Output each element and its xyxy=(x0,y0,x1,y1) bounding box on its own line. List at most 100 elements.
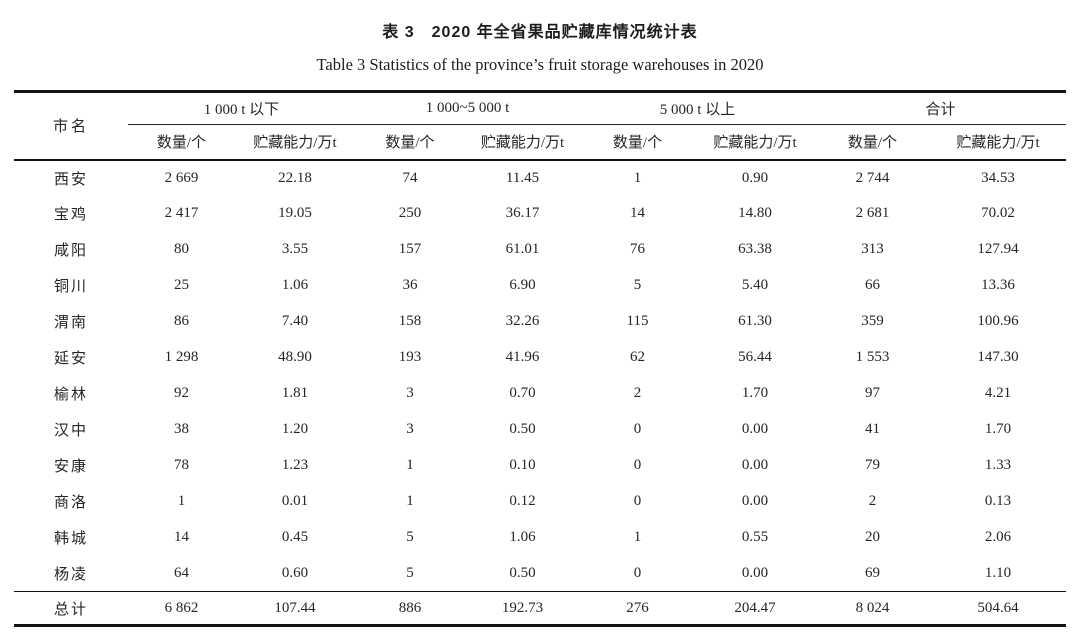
cell-value: 5 xyxy=(406,564,414,581)
sub-header-quantity: 数量/个 xyxy=(580,124,695,161)
cell-value: 5.40 xyxy=(741,277,769,293)
cell-value: 13.36 xyxy=(981,277,1015,293)
cell-city: 总计 xyxy=(13,591,128,626)
cell-value: 1.81 xyxy=(281,385,309,401)
cell-value: 0.60 xyxy=(281,564,309,581)
cell-city: 商洛 xyxy=(53,495,88,511)
cell-value: 1 xyxy=(406,457,414,473)
cell-value: 6.90 xyxy=(509,277,536,293)
column-header-city: 市名 xyxy=(13,91,128,161)
cell-city: 韩城 xyxy=(53,531,88,547)
cell-city: 汉中 xyxy=(53,423,88,439)
cell-value: 61.01 xyxy=(505,241,540,257)
cell-value: 80 xyxy=(173,241,189,257)
cell-value: 0.00 xyxy=(741,564,769,581)
sub-header-capacity: 贮藏能力/万t xyxy=(464,124,580,161)
cell-value: 1.70 xyxy=(741,385,769,401)
cell-value: 70.02 xyxy=(981,205,1015,221)
table-row: 汉中 38 1.20 3 0.50 0 0.00 41 1.70 xyxy=(14,412,1066,448)
cell-value: 6 862 xyxy=(127,591,235,626)
table-footer: 总计 6 862 107.44 886 192.73 276 204.47 8 024 504.… xyxy=(13,591,1067,626)
cell-value: 0 xyxy=(633,421,642,437)
cell-value: 0.00 xyxy=(741,493,769,509)
cell-value: 1.06 xyxy=(281,277,309,293)
cell-value: 1 xyxy=(406,493,414,509)
table-row: 宝鸡 2 417 19.05 250 36.17 14 14.80 2 681 70.02 xyxy=(14,196,1066,232)
cell-value: 2 681 xyxy=(855,205,890,221)
cell-value: 1 xyxy=(177,493,186,509)
table-row: 安康 78 1.23 1 0.10 0 0.00 79 1.33 xyxy=(14,448,1066,484)
table-row: 韩城 14 0.45 5 1.06 1 0.55 20 2.06 xyxy=(14,520,1066,556)
cell-value: 7.40 xyxy=(281,313,309,329)
cell-value: 0 xyxy=(633,457,642,473)
cell-value: 158 xyxy=(398,313,422,329)
cell-city: 安康 xyxy=(53,459,88,475)
table-body: 西安 2 669 22.18 74 11.45 1 0.90 2 744 34.53 宝鸡 2 41… xyxy=(14,160,1066,592)
cell-value: 1.70 xyxy=(984,421,1012,437)
table-row: 商洛 1 0.01 1 0.12 0 0.00 2 0.13 xyxy=(14,484,1066,520)
cell-value: 204.47 xyxy=(695,591,816,626)
cell-value: 157 xyxy=(398,241,422,257)
cell-value: 1.06 xyxy=(509,529,536,545)
cell-value: 0.01 xyxy=(281,493,309,509)
cell-value: 2 xyxy=(633,385,642,401)
cell-city: 宝鸡 xyxy=(53,207,88,223)
cell-value: 504.64 xyxy=(930,591,1067,626)
cell-city: 西安 xyxy=(53,171,88,188)
cell-value: 25 xyxy=(173,277,189,293)
cell-city: 铜川 xyxy=(53,279,88,295)
cell-value: 0.13 xyxy=(984,493,1012,509)
cell-value: 3.55 xyxy=(281,241,309,257)
cell-value: 4.21 xyxy=(984,385,1012,401)
cell-value: 0.00 xyxy=(741,421,769,437)
cell-value: 2.06 xyxy=(984,529,1012,545)
cell-value: 86 xyxy=(173,313,189,329)
cell-value: 3 xyxy=(406,385,414,401)
cell-city: 渭南 xyxy=(53,315,88,331)
cell-value: 66 xyxy=(865,277,881,293)
table-row: 西安 2 669 22.18 74 11.45 1 0.90 2 744 34.53 xyxy=(14,160,1066,196)
cell-value: 36.17 xyxy=(505,205,540,221)
cell-value: 64 xyxy=(173,564,189,581)
cell-value: 69 xyxy=(865,564,881,581)
cell-value: 115 xyxy=(626,313,649,329)
cell-city: 榆林 xyxy=(53,387,88,403)
cell-value: 0 xyxy=(633,564,642,581)
cell-value: 20 xyxy=(865,529,881,545)
cell-value: 313 xyxy=(861,241,884,257)
cell-value: 886 xyxy=(354,591,465,626)
table-header: 市名 1 000 t 以下 1 000~5 000 t 5 000 t 以上 合… xyxy=(13,91,1067,161)
cell-value: 1.23 xyxy=(281,457,309,473)
cell-value: 48.90 xyxy=(278,349,312,365)
fruit-storage-table: 市名 1 000 t 以下 1 000~5 000 t 5 000 t 以上 合… xyxy=(13,90,1067,627)
cell-value: 1 553 xyxy=(855,349,890,365)
cell-value: 74 xyxy=(402,169,418,186)
cell-value: 1 xyxy=(633,169,642,186)
sub-header-quantity: 数量/个 xyxy=(127,124,235,161)
cell-value: 0.90 xyxy=(741,169,769,186)
cell-value: 97 xyxy=(865,385,881,401)
cell-value: 14 xyxy=(173,529,189,545)
cell-value: 2 744 xyxy=(855,169,890,186)
sub-header-capacity: 贮藏能力/万t xyxy=(930,124,1067,161)
cell-value: 62 xyxy=(630,349,645,365)
cell-value: 0.10 xyxy=(509,457,536,473)
cell-value: 14.80 xyxy=(738,205,772,221)
cell-value: 107.44 xyxy=(234,591,355,626)
sub-header-row: 数量/个 贮藏能力/万t 数量/个 贮藏能力/万t 数量/个 贮藏能力/万t 数… xyxy=(14,124,1067,161)
sub-header-capacity: 贮藏能力/万t xyxy=(234,124,355,161)
cell-value: 0.70 xyxy=(509,385,536,401)
cell-city: 延安 xyxy=(53,351,88,367)
group-header-1000-5000t: 1 000~5 000 t xyxy=(354,91,580,125)
table-row: 渭南 86 7.40 158 32.26 115 61.30 359 100.96 xyxy=(14,304,1066,340)
cell-value: 5 xyxy=(406,529,414,545)
cell-value: 250 xyxy=(398,205,422,221)
cell-value: 38 xyxy=(173,421,189,437)
cell-value: 1.20 xyxy=(281,421,309,437)
cell-value: 0 xyxy=(633,493,642,509)
cell-value: 3 xyxy=(406,421,414,437)
cell-value: 5 xyxy=(633,277,642,293)
sub-header-capacity: 贮藏能力/万t xyxy=(695,124,816,161)
cell-value: 2 417 xyxy=(164,205,199,221)
